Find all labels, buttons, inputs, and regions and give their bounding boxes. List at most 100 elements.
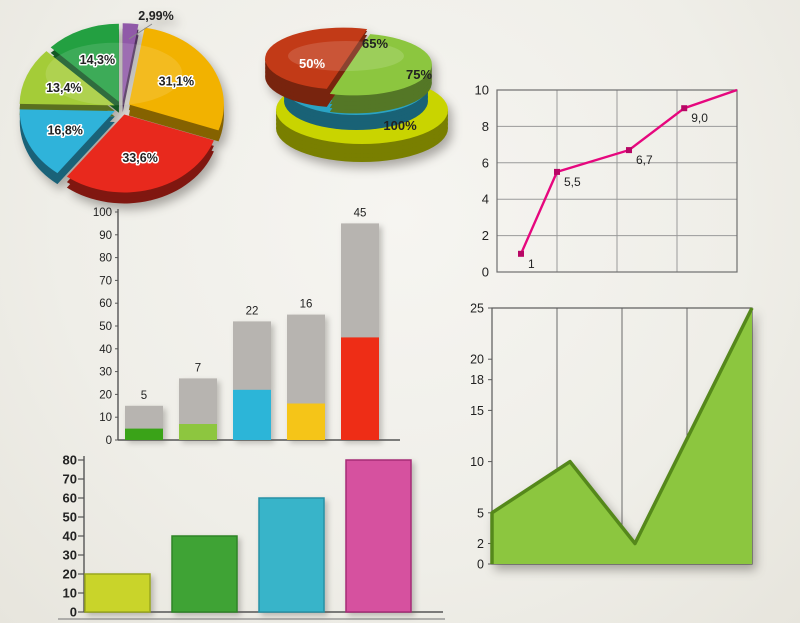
y-tick-label: 80 (99, 253, 112, 265)
gloss-highlight (45, 42, 183, 106)
y-tick-label: 20 (99, 389, 112, 401)
y-tick-label: 80 (63, 453, 77, 468)
pie-slice (329, 34, 432, 96)
bar-label: 16 (300, 299, 313, 311)
gloss-highlight (288, 41, 404, 71)
pie-slice (66, 114, 214, 193)
y-tick-label: 60 (63, 491, 77, 506)
slice-label: 14,3% (80, 53, 115, 67)
point-label: 6,7 (636, 153, 653, 167)
y-tick-label: 10 (99, 412, 112, 424)
bar-segment-colored (125, 428, 163, 440)
bar-segment-gray (125, 405, 163, 429)
y-tick-label: 2 (482, 228, 489, 243)
pie-slice (19, 109, 115, 174)
bars-group (125, 223, 379, 440)
slice-label: 75% (406, 67, 432, 82)
y-tick-label: 60 (99, 298, 112, 310)
area-group (490, 307, 754, 564)
bar-segment-colored (287, 403, 325, 440)
simple-bar-chart: 0 10 20 30 40 50 60 70 80 (55, 452, 450, 623)
y-tick-label: 10 (63, 586, 77, 601)
layered-pie-chart: 50% 65% 75% 100% (258, 22, 468, 177)
y-tick-label: 25 (470, 302, 484, 316)
bar-segment-gray (233, 321, 271, 390)
pie-slice (265, 27, 368, 89)
point-label: 5,5 (564, 175, 581, 189)
y-tick-label: 0 (70, 605, 77, 620)
bar-segment-colored (179, 424, 217, 440)
bar-segment-gray (179, 378, 217, 424)
simple-bar-svg: 0 10 20 30 40 50 60 70 80 (58, 453, 445, 620)
y-tick-label: 90 (99, 230, 112, 242)
slice-label: 13,4% (46, 81, 81, 95)
area-edge (490, 307, 754, 564)
slice-label: 16,8% (47, 124, 82, 138)
y-tick-label: 4 (482, 192, 489, 207)
point-label: 9,0 (691, 111, 708, 125)
layered-pie-svg: 50% 65% 75% 100% (265, 27, 448, 162)
y-tick-label: 70 (63, 472, 77, 487)
data-point (681, 105, 688, 112)
bar-segment-colored (341, 337, 379, 440)
bar (258, 497, 325, 613)
bar-label: 5 (141, 390, 147, 402)
y-tick-label: 20 (63, 567, 77, 582)
bar-segment-gray (287, 314, 325, 404)
y-tick-label: 6 (482, 155, 489, 170)
y-tick-label: 0 (482, 265, 489, 280)
pie-slice (128, 27, 224, 131)
y-tick-label: 50 (63, 510, 77, 525)
bar-label: 7 (195, 362, 201, 374)
bar (171, 535, 238, 613)
label-callout-line (128, 23, 153, 40)
pie-slice (50, 23, 119, 102)
y-tick-label: 5 (477, 506, 484, 520)
pie-slice (19, 51, 115, 106)
bar-segment-gray (341, 223, 379, 338)
point-label: 1 (528, 257, 535, 271)
bars-group (84, 459, 412, 613)
y-tick-label: 0 (106, 435, 112, 447)
y-tick-label: 15 (470, 404, 484, 418)
stacked-bar-svg: 0 10 20 30 40 50 60 70 80 90 100 5 7 22 16 45 (93, 207, 400, 447)
y-tick-label: 10 (475, 83, 489, 98)
y-tick-label: 50 (99, 321, 112, 333)
data-point (554, 168, 560, 175)
y-tick-label: 10 (470, 455, 484, 469)
y-tick-label: 40 (63, 529, 77, 544)
slice-label: 50% (299, 56, 325, 71)
stacked-bar-chart: 0 10 20 30 40 50 60 70 80 90 100 5 7 22 16 45 (80, 205, 415, 463)
slice-label: 65% (362, 36, 388, 51)
y-tick-label: 70 (99, 275, 112, 287)
data-point (626, 147, 632, 154)
bar-label: 45 (354, 207, 367, 219)
y-tick-label: 40 (99, 344, 112, 356)
slice-label: 2,99% (138, 9, 173, 23)
plot-border (496, 89, 738, 273)
y-tick-label: 100 (93, 207, 112, 219)
y-tick-label: 18 (470, 373, 484, 387)
area-shape (492, 308, 752, 564)
y-tick-label: 30 (99, 367, 112, 379)
slice-label: 33,6% (122, 151, 157, 165)
bar-label: 22 (246, 305, 259, 317)
y-tick-label: 20 (470, 353, 484, 367)
y-tick-label: 2 (477, 537, 484, 551)
data-point (518, 250, 524, 257)
exploded-pie-chart: 2,99% 31,1% 33,6% 16,8% 13,4% 14,3% (8, 6, 243, 211)
bar (345, 459, 412, 613)
bar-segment-colored (233, 389, 271, 440)
exploded-pie-svg: 2,99% 31,1% 33,6% 16,8% 13,4% 14,3% (19, 9, 224, 204)
y-tick-label: 8 (482, 119, 489, 134)
bar (84, 573, 151, 613)
pie-slice (122, 23, 139, 102)
slice-label: 100% (383, 118, 417, 133)
slice-label: 31,1% (159, 75, 194, 89)
line-chart: 0 2 4 6 8 10 1 5,5 6,7 9,0 (450, 78, 750, 288)
area-chart: 0 2 5 10 15 18 20 25 (460, 296, 772, 586)
y-tick-label: 30 (63, 548, 77, 563)
y-tick-label: 0 (477, 558, 484, 572)
